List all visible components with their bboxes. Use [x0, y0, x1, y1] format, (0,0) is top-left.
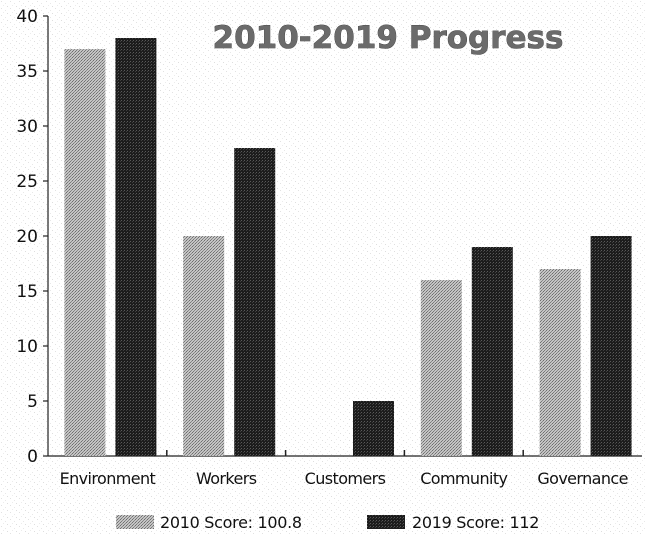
y-tick-label-20: 20 [16, 227, 38, 247]
y-tick-label-30: 30 [16, 117, 38, 137]
x-tick-label-community: Community [420, 469, 507, 488]
x-tick-label-customers: Customers [305, 469, 386, 488]
bar-workers-2019 [234, 148, 276, 456]
legend-swatch-2019 [367, 515, 405, 529]
legend-label-2010: 2010 Score: 100.8 [160, 513, 302, 532]
bar-community-2019 [471, 247, 513, 456]
y-tick-label-5: 5 [27, 392, 38, 412]
x-axis-ticks [166, 450, 524, 456]
x-axis-labels: Environment Workers Customers Community Gove… [60, 469, 629, 488]
y-axis-labels: 0 5 10 15 20 25 30 35 40 [16, 7, 38, 467]
y-axis [43, 15, 49, 457]
bar-workers-2010 [183, 236, 225, 456]
legend-item-2010: 2010 Score: 100.8 [116, 513, 302, 532]
bar-environment-2019 [115, 38, 157, 456]
y-tick-label-10: 10 [16, 337, 38, 357]
chart-title: 2010-2019 Progress [213, 20, 564, 56]
bar-customers-2019 [353, 401, 394, 456]
x-tick-label-workers: Workers [196, 469, 257, 488]
bar-community-2010 [420, 280, 462, 456]
bars [64, 38, 632, 456]
y-tick-label-35: 35 [16, 62, 38, 82]
legend-label-2019: 2019 Score: 112 [412, 513, 539, 532]
legend: 2010 Score: 100.8 2019 Score: 112 [116, 513, 539, 532]
y-tick-label-40: 40 [16, 7, 38, 27]
x-tick-label-governance: Governance [537, 469, 628, 488]
y-tick-label-25: 25 [16, 172, 38, 192]
legend-item-2019: 2019 Score: 112 [367, 513, 539, 532]
y-tick-label-0: 0 [27, 447, 38, 467]
x-tick-label-environment: Environment [60, 469, 156, 488]
bar-environment-2010 [64, 49, 106, 456]
legend-swatch-2010 [116, 515, 154, 529]
y-tick-label-15: 15 [16, 282, 38, 302]
bar-governance-2010 [539, 269, 581, 456]
bar-governance-2019 [590, 236, 632, 456]
